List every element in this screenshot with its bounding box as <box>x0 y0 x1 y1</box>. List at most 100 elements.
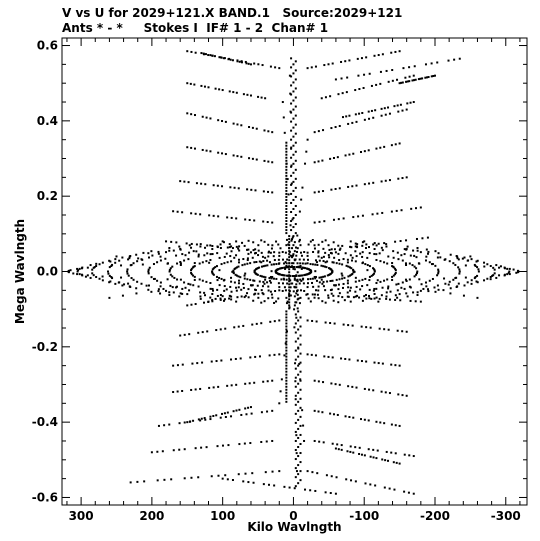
uv-point <box>297 482 300 485</box>
uv-point <box>195 182 198 185</box>
uv-point <box>294 394 297 397</box>
uv-point <box>297 391 300 394</box>
uv-point <box>269 290 272 293</box>
uv-point <box>285 220 288 223</box>
uv-point <box>307 243 310 246</box>
uv-point <box>397 258 400 261</box>
uv-point <box>267 130 270 133</box>
uv-point <box>398 364 401 367</box>
uv-point <box>209 415 212 418</box>
uv-point <box>285 238 288 241</box>
uv-point <box>300 254 303 257</box>
uv-point <box>285 265 288 268</box>
uv-point <box>223 289 226 292</box>
uv-point <box>293 304 296 307</box>
uv-point <box>262 260 265 263</box>
uv-point <box>129 255 132 258</box>
uv-point <box>260 275 263 278</box>
uv-point <box>227 58 230 61</box>
uv-point <box>373 253 376 256</box>
uv-point <box>204 418 207 421</box>
uv-point <box>332 157 335 160</box>
uv-point <box>347 122 350 125</box>
uv-point <box>218 56 221 59</box>
uv-point <box>253 271 256 274</box>
uv-point <box>355 255 358 258</box>
uv-point <box>211 54 214 57</box>
uv-point <box>219 247 222 250</box>
uv-point <box>344 415 347 418</box>
uv-point <box>323 265 326 268</box>
uv-point <box>181 211 184 214</box>
uv-point <box>396 251 399 254</box>
uv-point <box>313 293 316 296</box>
uv-point <box>318 276 321 279</box>
uv-point <box>223 255 226 258</box>
uv-point <box>354 113 357 116</box>
uv-point <box>503 273 506 276</box>
uv-point <box>395 209 398 212</box>
uv-point <box>306 293 309 296</box>
uv-point <box>240 61 243 64</box>
uv-point <box>345 478 348 481</box>
uv-point <box>130 277 133 280</box>
uv-point <box>237 282 240 285</box>
uv-point <box>237 187 240 190</box>
uv-point <box>405 239 408 242</box>
uv-point <box>338 383 341 386</box>
uv-point <box>290 192 293 195</box>
uv-point <box>292 262 295 265</box>
y-tick-label: -0.4 <box>32 415 58 429</box>
uv-point <box>285 198 288 201</box>
uv-point <box>323 64 326 67</box>
uv-point <box>250 412 253 415</box>
uv-point <box>292 162 295 165</box>
uv-point <box>351 256 354 259</box>
uv-point <box>299 244 302 247</box>
uv-point <box>321 411 324 414</box>
uv-point <box>266 221 269 224</box>
uv-point <box>470 282 473 285</box>
uv-point <box>114 261 117 264</box>
uv-point <box>412 249 415 252</box>
uv-point <box>248 382 251 385</box>
uv-point <box>137 257 140 260</box>
uv-point <box>396 329 399 332</box>
uv-point <box>126 268 129 271</box>
uv-point <box>365 326 368 329</box>
uv-point <box>217 151 220 154</box>
uv-point <box>126 270 129 273</box>
uv-point <box>483 279 486 282</box>
uv-point <box>288 486 291 489</box>
uv-point <box>344 154 347 157</box>
uv-point <box>352 416 355 419</box>
uv-point <box>337 244 340 247</box>
uv-point <box>394 452 397 455</box>
uv-point <box>314 354 317 357</box>
uv-point <box>299 316 302 319</box>
uv-point <box>338 248 341 251</box>
uv-point <box>209 244 212 247</box>
uv-point <box>390 451 393 454</box>
uv-point <box>317 190 320 193</box>
uv-point <box>237 258 240 261</box>
uv-point <box>283 274 286 277</box>
uv-point <box>327 244 330 247</box>
uv-point <box>294 313 297 316</box>
uv-point <box>197 255 200 258</box>
uv-point <box>306 67 309 70</box>
uv-point <box>387 285 390 288</box>
uv-point <box>337 283 340 286</box>
uv-point <box>255 158 258 161</box>
uv-point <box>330 188 333 191</box>
uv-point <box>375 258 378 261</box>
uv-point <box>405 279 408 282</box>
uv-point <box>372 267 375 270</box>
uv-point <box>405 248 408 251</box>
uv-point <box>213 55 216 58</box>
uv-point <box>95 262 98 265</box>
uv-point <box>242 258 245 261</box>
uv-point <box>437 270 440 273</box>
uv-point <box>231 247 234 250</box>
uv-point <box>237 247 240 250</box>
